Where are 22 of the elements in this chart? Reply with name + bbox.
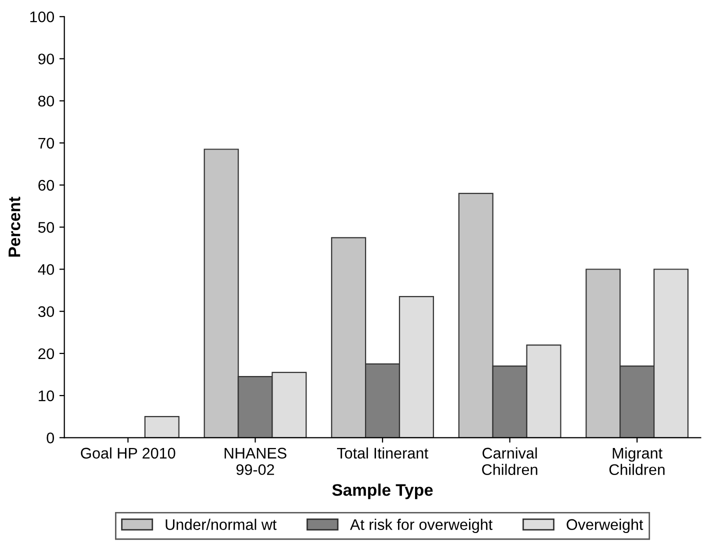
x-tick-label: Migrant Children (609, 447, 665, 476)
legend-label: Under/normal wt (166, 518, 277, 530)
y-tick-label: 30 (38, 306, 54, 318)
y-tick-label: 70 (38, 138, 54, 149)
y-tick-label: 0 (46, 432, 54, 444)
x-tick-label: Total Itinerant (337, 447, 428, 459)
y-tick-label: 50 (38, 222, 54, 233)
bar (144, 416, 180, 438)
legend-label: At risk for overweight (350, 518, 493, 534)
legend-label: Overweight (566, 518, 644, 534)
x-tick-label: Goal HP 2010 (80, 447, 176, 459)
x-axis-title: Sample Type (332, 484, 433, 500)
y-tick-label: 80 (38, 96, 54, 107)
y-tick-label: 10 (38, 390, 54, 402)
y-tick-label: 60 (38, 180, 54, 191)
y-tick-label: 100 (30, 11, 54, 22)
x-tick-label: NHANES 99-02 (224, 448, 286, 476)
y-tick-label: 20 (38, 348, 54, 360)
y-axis-title: Percent (8, 196, 20, 257)
y-tick-label: 90 (38, 54, 54, 64)
y-tick-label: 40 (38, 264, 54, 275)
x-tick-label: Carnival Children (482, 447, 538, 476)
